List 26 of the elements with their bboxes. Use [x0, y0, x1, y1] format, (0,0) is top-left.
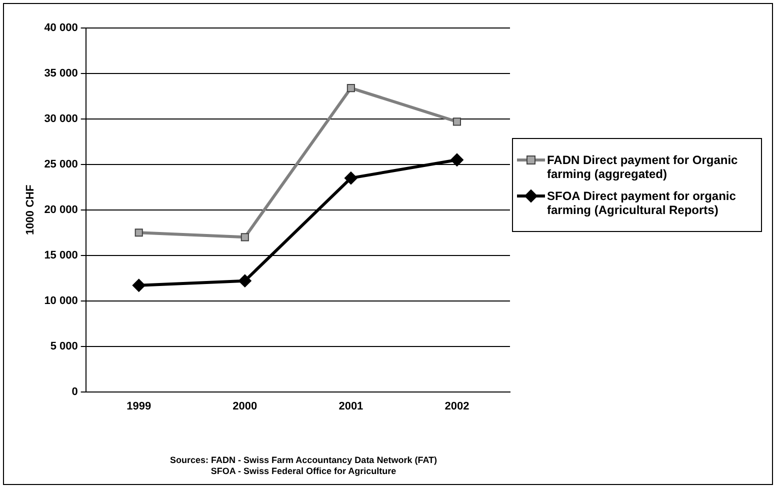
- y-tick-label: 30 000: [44, 112, 78, 125]
- x-tick-label: 2000: [232, 400, 258, 412]
- x-tick-label: 1999: [126, 400, 152, 412]
- y-tick-label: 10 000: [44, 294, 78, 307]
- legend-label: FADN Direct payment for Organic farming (aggregated): [547, 153, 739, 181]
- y-tick-label: 0: [72, 386, 78, 398]
- y-tick-label: 20 000: [44, 204, 78, 216]
- text: SFOA - Swiss Federal Office for Agriculture: [210, 466, 398, 477]
- x-tick-label: 2002: [444, 400, 470, 412]
- y-axis-title: 1000 CHF: [24, 184, 37, 235]
- point: [450, 153, 464, 166]
- x-tick-label: 2001: [338, 400, 364, 412]
- point: [240, 233, 249, 242]
- legend-label: SFOA Direct payment for organic farming (Agricultural Reports): [547, 189, 737, 217]
- y-tick-label: 25 000: [44, 158, 78, 170]
- y-tick-label: 40 000: [44, 22, 78, 34]
- point: [344, 172, 358, 185]
- y-tick-label: 5 000: [50, 340, 78, 352]
- y-tick-label: 15 000: [44, 249, 78, 262]
- source-note: Sources: FADN - Swiss Farm Accountancy Data Network (FAT): [168, 455, 438, 466]
- y-tick-label: 35 000: [44, 68, 78, 80]
- point: [346, 84, 355, 92]
- point: [238, 274, 252, 288]
- point: [134, 228, 143, 237]
- point: [452, 118, 462, 126]
- point: [132, 278, 146, 292]
